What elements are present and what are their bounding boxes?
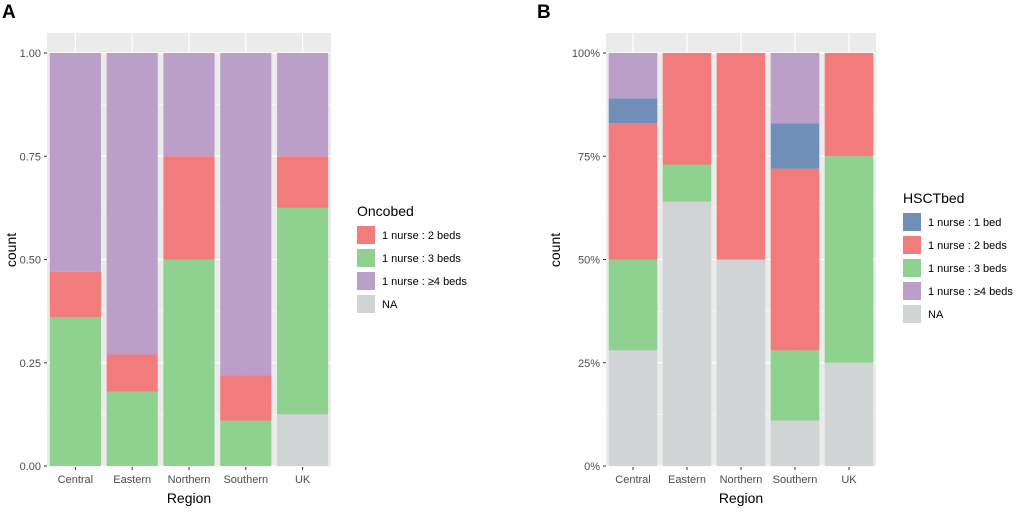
x-tick-label: Southern xyxy=(773,474,818,486)
panel-a-y-ticks: 0.00 0.25 0.50 0.75 1.00 xyxy=(20,48,47,473)
panel-b-x-axis-title: Region xyxy=(719,490,763,506)
bar-southern-1-nurse-3-beds xyxy=(770,350,820,421)
bar-central-1-nurse-1-bed xyxy=(608,98,658,124)
bar-eastern-1-nurse-2-beds xyxy=(662,53,712,165)
bar-northern-1-nurse-3-beds xyxy=(163,259,215,466)
legend-label-1-nurse-1-bed: 1 nurse : 1 bed xyxy=(928,217,1001,229)
panel-b-y-axis-title: count xyxy=(547,233,563,267)
legend-swatch-1-nurse-2-beds xyxy=(903,236,921,254)
panel-a: A 0.00 0.25 0.50 0.75 1.00 Central Eastern Nor… xyxy=(2,2,467,506)
panel-b: B 0% 25% 50% 75% 100% Central Eastern Northern… xyxy=(537,2,1013,506)
bar-uk-1-nurse-2-beds xyxy=(824,53,874,157)
y-tick-label: 1.00 xyxy=(20,48,41,60)
y-tick-label: 25% xyxy=(578,358,600,370)
bar-central-1-nurse-3-beds xyxy=(49,317,101,466)
panel-a-legend-title: Oncobed xyxy=(357,203,414,219)
legend-label-1-nurse-3-beds: 1 nurse : 3 beds xyxy=(382,253,461,265)
legend-swatch-1-nurse-4-beds xyxy=(903,282,921,300)
panel-b-y-ticks: 0% 25% 50% 75% 100% xyxy=(572,48,606,473)
legend-label-na: NA xyxy=(382,299,398,311)
bar-southern-1-nurse-2-beds xyxy=(770,168,820,351)
bar-uk-na xyxy=(277,414,329,466)
x-tick-label: Central xyxy=(615,474,650,486)
bar-southern-1-nurse-4-beds xyxy=(220,53,272,376)
bar-uk-1-nurse-3-beds xyxy=(824,156,874,363)
legend-swatch-1-nurse-1-bed xyxy=(903,213,921,231)
x-tick-label: Central xyxy=(58,474,93,486)
panel-b-legend-title: HSCTbed xyxy=(903,190,964,206)
legend-swatch-1-nurse-3-beds xyxy=(357,249,375,267)
panel-a-legend: Oncobed 1 nurse : 2 beds 1 nurse : 3 beds… xyxy=(357,203,467,313)
bar-central-1-nurse-2-beds xyxy=(49,271,101,318)
y-tick-label: 0.50 xyxy=(20,255,41,267)
bar-eastern-na xyxy=(662,201,712,466)
legend-swatch-1-nurse-4-beds xyxy=(357,272,375,290)
legend-swatch-1-nurse-2-beds xyxy=(357,226,375,244)
panel-b-legend: HSCTbed 1 nurse : 1 bed 1 nurse : 2 beds 1… xyxy=(903,190,1013,323)
x-tick-label: UK xyxy=(295,474,311,486)
panel-b-label: B xyxy=(537,2,551,23)
bar-eastern-1-nurse-3-beds xyxy=(106,391,158,466)
bar-central-1-nurse-4-beds xyxy=(608,53,658,99)
bar-southern-1-nurse-1-bed xyxy=(770,123,820,169)
legend-swatch-1-nurse-3-beds xyxy=(903,259,921,277)
x-tick-label: Eastern xyxy=(668,474,706,486)
bar-northern-1-nurse-2-beds xyxy=(716,53,766,260)
x-tick-label: Northern xyxy=(720,474,763,486)
y-tick-label: 50% xyxy=(578,255,600,267)
y-tick-label: 75% xyxy=(578,151,600,163)
bar-central-1-nurse-3-beds xyxy=(608,259,658,351)
legend-label-1-nurse-2-beds: 1 nurse : 2 beds xyxy=(928,240,1007,252)
legend-label-1-nurse-2-beds: 1 nurse : 2 beds xyxy=(382,230,461,242)
y-tick-label: 100% xyxy=(572,48,600,60)
bar-central-na xyxy=(608,350,658,466)
bar-central-1-nurse-2-beds xyxy=(608,123,658,260)
x-tick-label: Northern xyxy=(168,474,211,486)
x-tick-label: Southern xyxy=(223,474,268,486)
panel-a-bars xyxy=(49,53,329,466)
panel-a-label: A xyxy=(2,2,16,23)
bar-central-1-nurse-4-beds xyxy=(49,53,101,272)
bar-southern-1-nurse-3-beds xyxy=(220,420,272,466)
legend-label-1-nurse-4-beds: 1 nurse : ≥4 beds xyxy=(928,286,1013,298)
bar-uk-1-nurse-2-beds xyxy=(277,156,329,208)
panel-a-x-ticks: Central Eastern Northern Southern UK xyxy=(58,467,311,486)
bar-southern-1-nurse-4-beds xyxy=(770,53,820,124)
bar-uk-1-nurse-4-beds xyxy=(277,53,329,157)
panel-a-y-axis-title: count xyxy=(3,233,19,267)
bar-uk-na xyxy=(824,362,874,466)
y-tick-label: 0.75 xyxy=(20,151,41,163)
bar-southern-1-nurse-2-beds xyxy=(220,375,272,421)
bar-eastern-1-nurse-4-beds xyxy=(106,53,158,355)
bar-northern-na xyxy=(716,259,766,466)
bar-northern-1-nurse-2-beds xyxy=(163,156,215,260)
y-tick-label: 0.00 xyxy=(20,461,41,473)
legend-label-1-nurse-4-beds: 1 nurse : ≥4 beds xyxy=(382,276,467,288)
bar-southern-na xyxy=(770,420,820,466)
y-tick-label: 0% xyxy=(584,461,600,473)
legend-swatch-na xyxy=(903,305,921,323)
legend-label-na: NA xyxy=(928,309,944,321)
bar-eastern-1-nurse-2-beds xyxy=(106,354,158,392)
panel-a-x-axis-title: Region xyxy=(167,490,211,506)
legend-label-1-nurse-3-beds: 1 nurse : 3 beds xyxy=(928,263,1007,275)
legend-swatch-na xyxy=(357,295,375,313)
panel-b-bars xyxy=(608,53,874,466)
y-tick-label: 0.25 xyxy=(20,358,41,370)
bar-uk-1-nurse-3-beds xyxy=(277,207,329,415)
bar-northern-1-nurse-4-beds xyxy=(163,53,215,157)
x-tick-label: UK xyxy=(841,474,857,486)
panel-b-x-ticks: Central Eastern Northern Southern UK xyxy=(615,467,857,486)
x-tick-label: Eastern xyxy=(113,474,151,486)
bar-eastern-1-nurse-3-beds xyxy=(662,164,712,202)
